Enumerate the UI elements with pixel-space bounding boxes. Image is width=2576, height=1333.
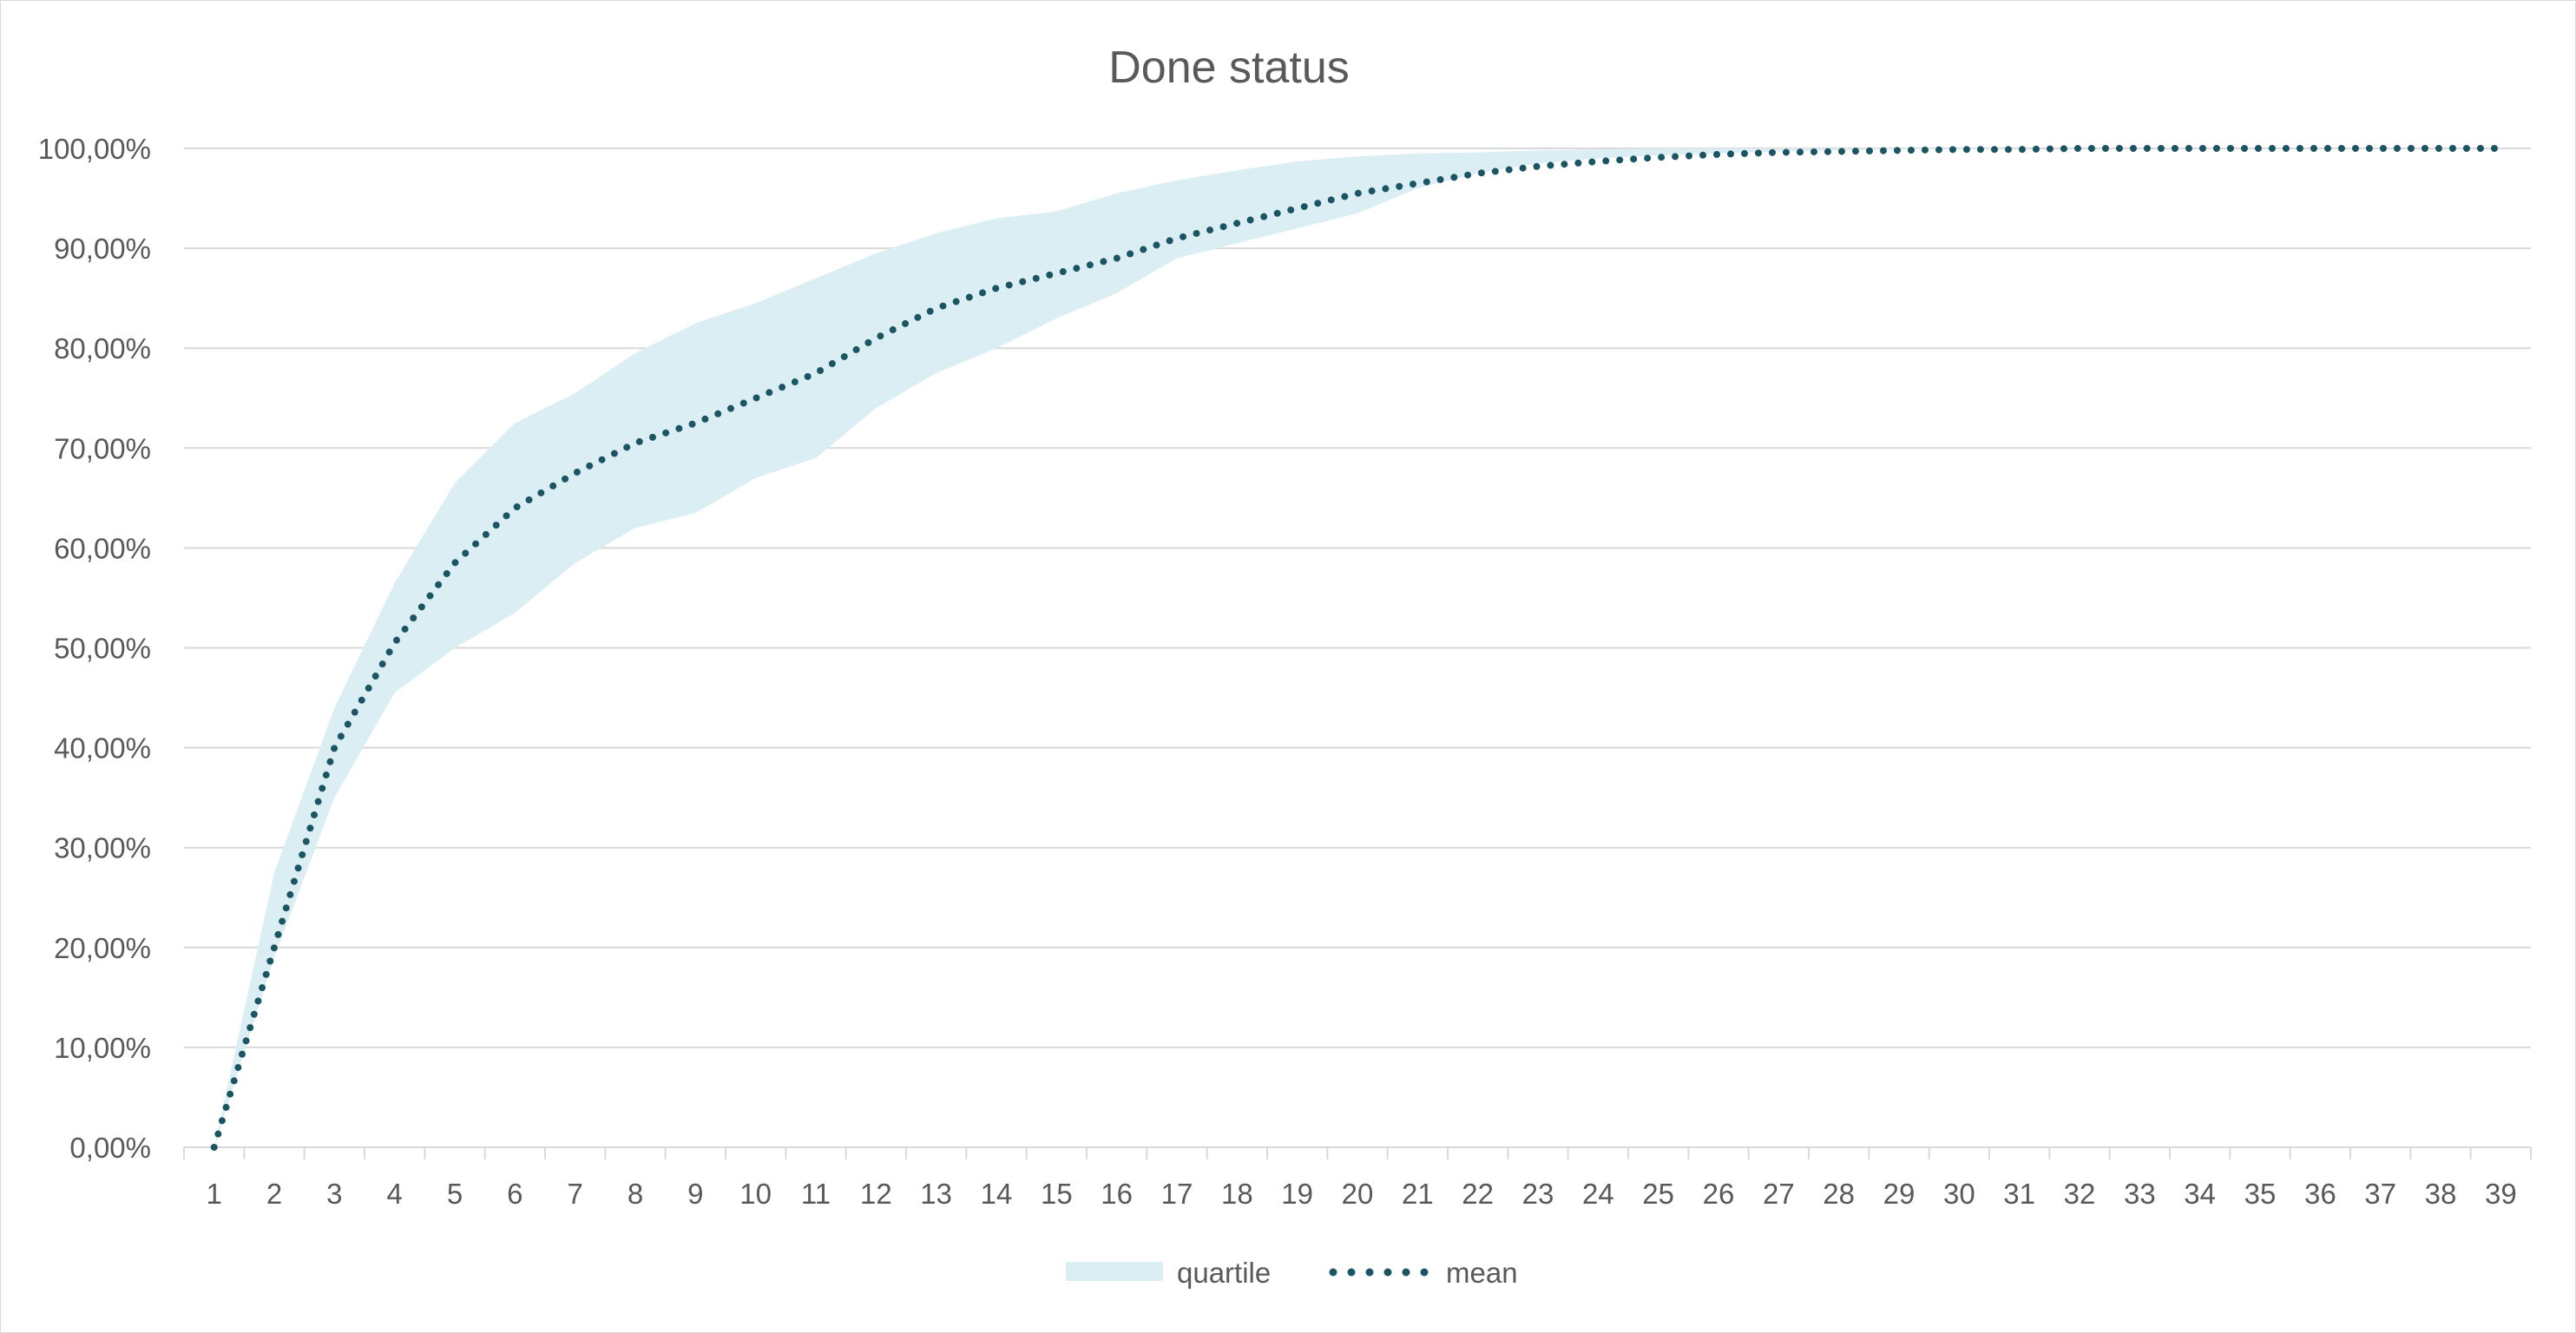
- x-tick-label: 7: [567, 1178, 582, 1210]
- legend-dot: [1347, 1268, 1356, 1277]
- x-tick-label: 9: [687, 1178, 703, 1210]
- legend-dot: [1329, 1268, 1337, 1277]
- chart-title: Done status: [1108, 43, 1350, 93]
- x-tick-label: 10: [739, 1178, 772, 1210]
- x-axis-tick-labels: 1 2 3 4 5 6 7 8 9 10 11 12 13 14 15 16 17 18 19 20 21 22 23 24 2…: [206, 1178, 2516, 1210]
- x-tick-label: 3: [326, 1178, 342, 1210]
- y-tick-label: 70,00%: [54, 432, 151, 464]
- mean-line: [210, 145, 2505, 1151]
- legend-dot: [1420, 1268, 1429, 1277]
- x-tick-label: 6: [507, 1178, 522, 1210]
- x-tick-label: 36: [2304, 1178, 2336, 1210]
- y-tick-label: 20,00%: [54, 932, 151, 964]
- x-tick-label: 30: [1943, 1178, 1975, 1210]
- x-tick-label: 1: [206, 1178, 221, 1210]
- x-tick-label: 35: [2244, 1178, 2277, 1210]
- legend-dot: [1383, 1268, 1392, 1277]
- x-tick-label: 17: [1161, 1178, 1193, 1210]
- x-tick-label: 32: [2064, 1178, 2096, 1210]
- y-tick-label: 10,00%: [54, 1032, 151, 1064]
- y-tick-label: 40,00%: [54, 732, 151, 765]
- y-tick-label: 0,00%: [69, 1132, 151, 1164]
- x-tick-label: 38: [2425, 1178, 2457, 1210]
- x-tick-label: 13: [920, 1178, 952, 1210]
- x-tick-label: 39: [2485, 1178, 2517, 1210]
- x-tick-label: 19: [1281, 1178, 1313, 1210]
- x-tick-label: 26: [1703, 1178, 1735, 1210]
- x-tick-label: 2: [266, 1178, 282, 1210]
- legend-label-mean: mean: [1446, 1257, 1518, 1289]
- mean-series: [210, 145, 2505, 1151]
- y-tick-label: 30,00%: [54, 832, 151, 864]
- legend: quartile mean: [1066, 1257, 1518, 1289]
- x-tick-label: 4: [386, 1178, 402, 1210]
- x-tick-label: 11: [801, 1178, 831, 1210]
- legend-swatch-quartile: [1066, 1262, 1163, 1281]
- x-tick-label: 22: [1462, 1178, 1494, 1210]
- x-tick-label: 21: [1402, 1178, 1434, 1210]
- x-tick-label: 5: [447, 1178, 463, 1210]
- x-tick-label: 34: [2184, 1178, 2216, 1210]
- y-tick-label: 60,00%: [54, 532, 151, 564]
- x-tick-label: 8: [628, 1178, 643, 1210]
- legend-swatch-mean: [1329, 1268, 1429, 1277]
- y-tick-label: 100,00%: [38, 133, 151, 165]
- quartile-band: [214, 148, 2501, 1147]
- x-tick-label: 15: [1041, 1178, 1073, 1210]
- x-tick-label: 14: [981, 1178, 1013, 1210]
- x-tick-label: 37: [2364, 1178, 2396, 1210]
- quartile-area: [214, 148, 2501, 1147]
- y-tick-label: 90,00%: [54, 233, 151, 265]
- x-tick-label: 12: [860, 1178, 892, 1210]
- legend-dot: [1402, 1268, 1410, 1277]
- legend-label-quartile: quartile: [1177, 1257, 1271, 1289]
- y-tick-label: 50,00%: [54, 633, 151, 665]
- x-tick-label: 18: [1221, 1178, 1253, 1210]
- x-tick-label: 33: [2124, 1178, 2156, 1210]
- x-tick-label: 28: [1823, 1178, 1855, 1210]
- x-tick-label: 29: [1883, 1178, 1916, 1210]
- x-tick-label: 25: [1642, 1178, 1674, 1210]
- legend-dot: [1365, 1268, 1374, 1277]
- x-tick-label: 20: [1342, 1178, 1374, 1210]
- x-tick-label: 23: [1522, 1178, 1554, 1210]
- x-axis: [183, 1146, 2532, 1159]
- y-tick-label: 80,00%: [54, 332, 151, 364]
- x-tick-label: 31: [2003, 1178, 2035, 1210]
- x-tick-label: 16: [1101, 1178, 1133, 1210]
- x-tick-label: 24: [1582, 1178, 1614, 1210]
- y-axis-tick-labels: 0,00% 10,00% 20,00% 30,00% 40,00% 50,00% 60,00…: [38, 133, 151, 1164]
- x-tick-label: 27: [1763, 1178, 1795, 1210]
- gridlines: [184, 148, 2531, 1048]
